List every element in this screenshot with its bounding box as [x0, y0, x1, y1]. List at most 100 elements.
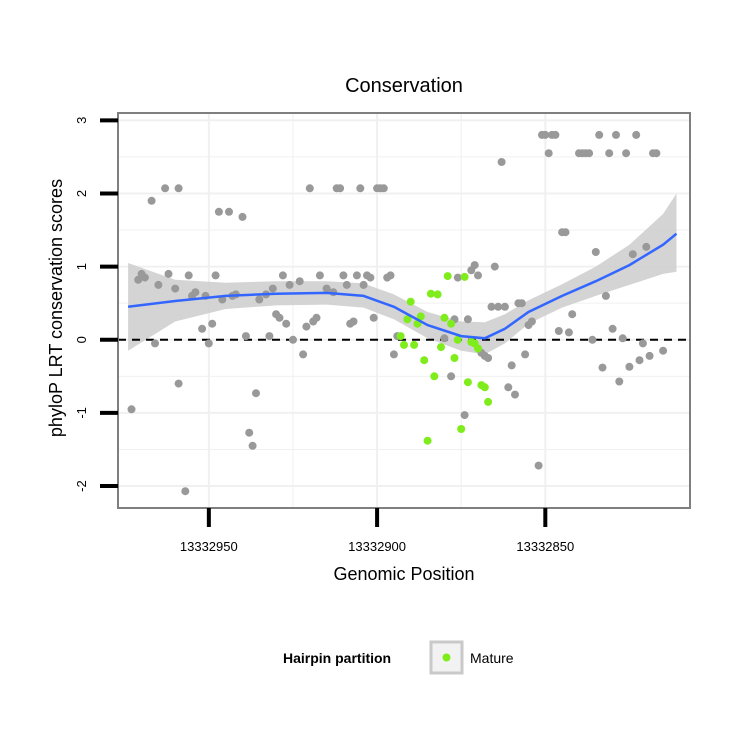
background-point	[339, 271, 348, 280]
mature-point	[480, 383, 489, 392]
background-point	[521, 350, 530, 359]
background-point	[238, 212, 247, 221]
mature-point	[450, 354, 459, 362]
background-point	[204, 339, 213, 348]
background-point	[315, 271, 324, 280]
background-point	[369, 313, 378, 322]
background-point	[618, 334, 627, 343]
background-point	[568, 310, 577, 319]
confidence-ribbon	[128, 193, 677, 355]
y-axis-label: phyloP LRT conservation scores	[46, 179, 66, 437]
background-point	[211, 271, 220, 280]
background-point	[659, 346, 668, 355]
background-point	[356, 184, 365, 193]
background-point	[285, 280, 294, 289]
background-point	[252, 389, 260, 398]
mature-point	[420, 356, 429, 365]
legend-entry-mature: Mature	[470, 650, 514, 666]
background-point	[622, 149, 631, 158]
background-point	[305, 184, 314, 193]
background-point	[282, 319, 291, 328]
y-tick-label: 0	[74, 336, 89, 343]
mature-point	[484, 397, 493, 406]
mature-point	[430, 372, 439, 381]
background-point	[625, 362, 634, 371]
background-point	[564, 328, 573, 337]
y-tick-label: 2	[74, 190, 89, 197]
x-tick-label: 13332900	[348, 539, 406, 554]
points-layer	[127, 130, 668, 496]
axis-layer: 3 2 1 0 -1 -2 13332950 13332900 13332850	[74, 117, 574, 554]
background-point	[554, 327, 563, 335]
background-point	[490, 262, 499, 271]
background-point	[184, 271, 193, 280]
y-tick-label: 3	[74, 117, 89, 124]
mature-point	[437, 343, 445, 352]
y-tick-label: -1	[74, 407, 89, 419]
smooth-fit-line	[127, 232, 678, 340]
background-point	[147, 196, 156, 205]
background-point	[278, 271, 287, 280]
mature-point	[453, 335, 462, 344]
background-point	[275, 313, 284, 322]
background-point	[561, 228, 570, 237]
smooth-line-layer	[127, 232, 678, 340]
background-point	[511, 390, 519, 399]
mature-point	[403, 315, 412, 324]
background-point	[551, 130, 560, 139]
background-point	[484, 354, 493, 362]
background-point	[191, 288, 200, 297]
background-point	[241, 332, 250, 341]
background-point	[164, 269, 173, 278]
mature-point	[460, 272, 469, 281]
background-point	[322, 284, 331, 293]
background-point	[595, 130, 604, 139]
background-point	[527, 317, 536, 326]
legend-key-mature-point	[442, 653, 451, 662]
background-point	[507, 361, 516, 370]
x-axis-label: Genomic Position	[333, 564, 474, 584]
background-point	[474, 271, 482, 280]
background-point	[349, 317, 358, 326]
background-point	[487, 302, 496, 311]
y-tick-label: 1	[74, 263, 89, 270]
chart-title: Conservation	[345, 75, 463, 97]
background-point	[154, 280, 163, 289]
background-point	[635, 356, 644, 365]
background-point	[601, 291, 610, 300]
background-point	[248, 441, 257, 450]
background-point	[453, 273, 462, 282]
background-point	[389, 350, 398, 359]
background-point	[470, 261, 479, 270]
background-point	[366, 273, 375, 282]
legend: Hairpin partition Mature	[283, 640, 514, 675]
ribbon-layer	[128, 193, 677, 355]
background-point	[379, 184, 388, 193]
background-point	[440, 334, 449, 343]
background-point	[174, 184, 183, 193]
background-point	[588, 335, 597, 344]
mature-point	[474, 344, 482, 353]
background-point	[544, 149, 553, 158]
background-point	[295, 277, 304, 286]
background-point	[268, 284, 277, 293]
background-point	[181, 487, 190, 496]
mature-point	[410, 340, 419, 349]
background-point	[591, 248, 600, 256]
mature-point	[433, 290, 442, 299]
background-point	[608, 324, 617, 333]
background-point	[500, 302, 509, 311]
background-point	[652, 149, 661, 158]
background-point	[638, 339, 647, 348]
background-point	[612, 130, 620, 139]
mature-point	[426, 289, 435, 298]
mature-point	[416, 312, 425, 321]
background-point	[161, 184, 170, 193]
background-point	[615, 377, 624, 386]
background-point	[447, 372, 456, 381]
background-point	[463, 315, 472, 324]
background-point	[352, 271, 361, 280]
background-point	[386, 271, 395, 280]
background-point	[642, 242, 651, 251]
